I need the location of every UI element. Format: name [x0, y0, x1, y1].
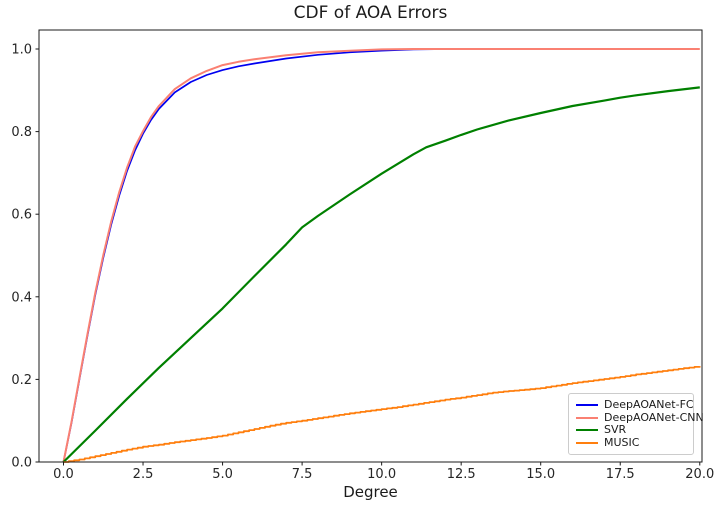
legend-line-swatch	[576, 416, 598, 419]
x-tick-label: 2.5	[133, 467, 154, 482]
legend-line-swatch	[576, 441, 598, 444]
y-tick-label: 0.4	[11, 290, 32, 305]
x-tick-label: 0.0	[53, 467, 74, 482]
series-line-DeepAOANet-FC	[62, 48, 619, 463]
y-tick-label: 0.8	[11, 125, 32, 140]
legend-label: MUSIC	[604, 435, 640, 449]
legend-item-MUSIC: MUSIC	[576, 435, 686, 449]
legend-label: SVR	[604, 423, 627, 437]
x-tick-label: 5.0	[212, 467, 233, 482]
x-tick-label: 10.0	[367, 467, 396, 482]
x-tick-label: 7.5	[292, 467, 313, 482]
x-tick-label: 15.0	[526, 467, 555, 482]
legend: DeepAOANet-FC DeepAOANet-CNN SVR MUSIC	[568, 393, 704, 455]
x-tick-label: 17.5	[606, 467, 635, 482]
legend-item-SVR: SVR	[576, 424, 686, 436]
legend-line-swatch	[576, 404, 598, 406]
chart-title: CDF of AOA Errors	[293, 3, 448, 23]
legend-label: DeepAOANet-FC	[604, 398, 694, 411]
legend-item-DeepAOANet-FC: DeepAOANet-FC	[576, 399, 694, 411]
series-line-MUSIC	[63, 366, 701, 463]
y-tick-label: 0.0	[11, 456, 32, 471]
plot-border	[38, 29, 703, 463]
legend-line-swatch	[576, 429, 598, 432]
legend-item-DeepAOANet-CNN: DeepAOANet-CNN	[576, 411, 704, 424]
x-tick-label: 20.0	[685, 467, 714, 482]
x-tick-label: 12.5	[447, 467, 476, 482]
legend-label: DeepAOANet-CNN	[604, 410, 704, 424]
y-tick-label: 1.0	[11, 42, 32, 57]
series-line-SVR	[62, 86, 700, 463]
y-tick-label: 0.6	[11, 208, 32, 223]
x-axis-label: Degree	[343, 483, 398, 501]
series-line-DeepAOANet-CNN	[62, 48, 700, 463]
y-tick-label: 0.2	[11, 373, 32, 388]
